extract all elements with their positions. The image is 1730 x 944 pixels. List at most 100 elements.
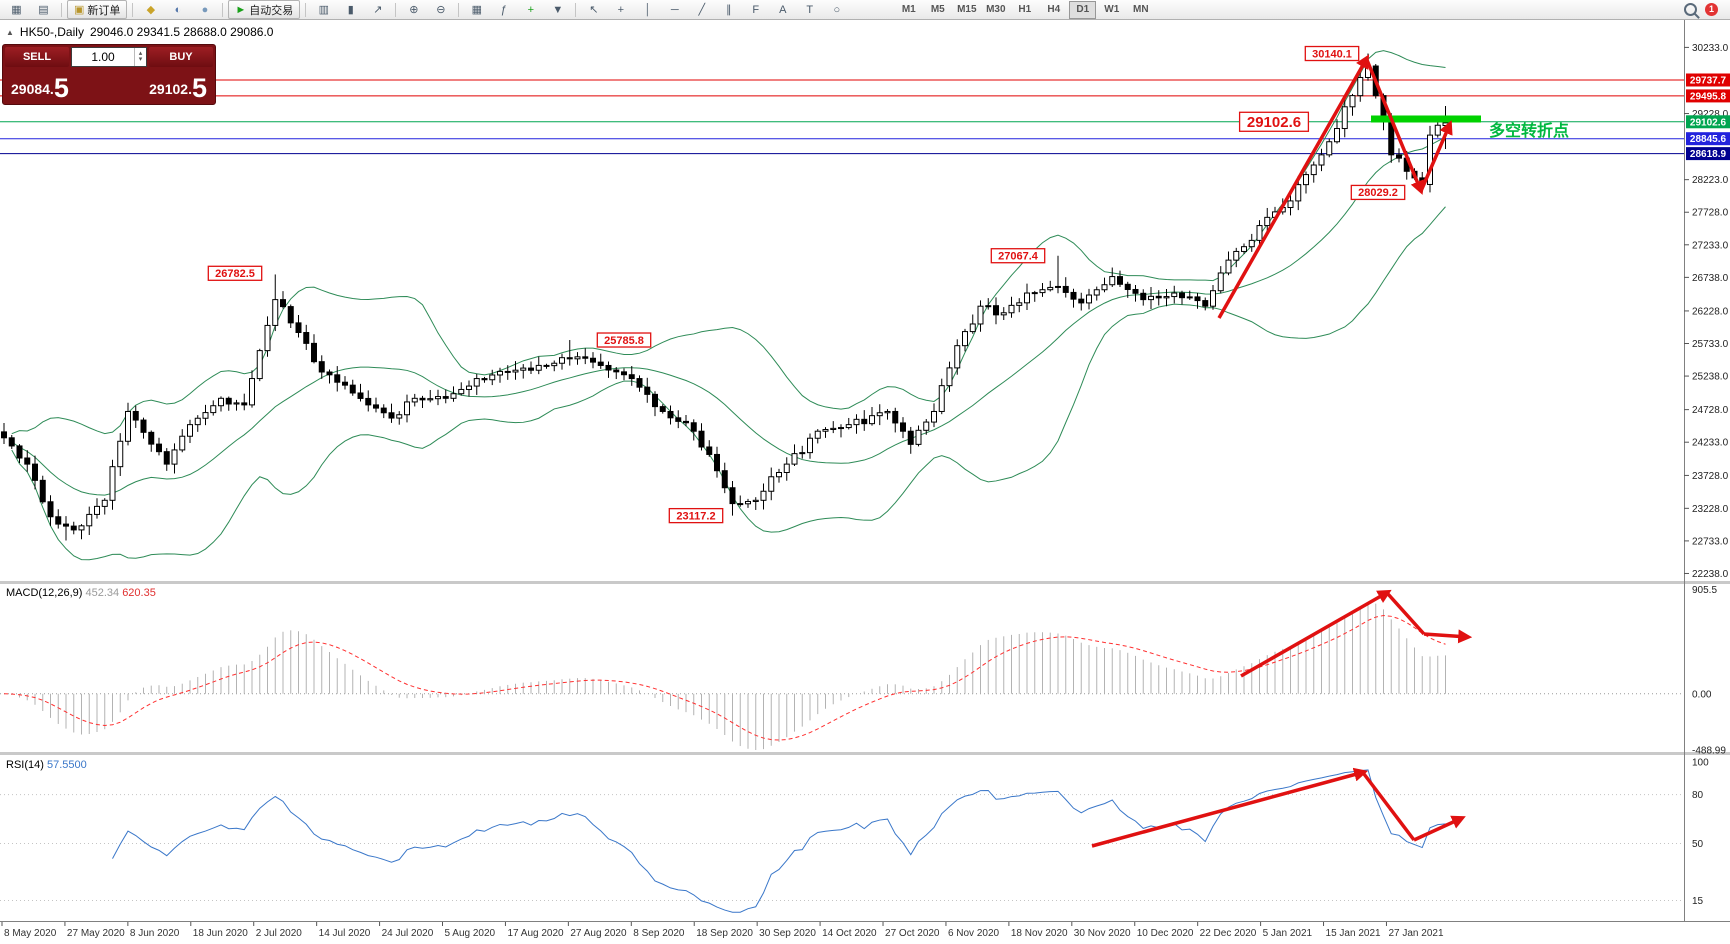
svg-text:6 Nov 2020: 6 Nov 2020 (948, 928, 1000, 939)
svg-text:28029.2: 28029.2 (1358, 187, 1398, 199)
new-chart-icon: ▦ (11, 4, 22, 16)
line-chart-mode[interactable]: ↗ (365, 0, 390, 19)
volume-up-icon[interactable]: ▴ (138, 50, 143, 57)
add-indicator[interactable]: + (518, 0, 543, 19)
date-axis[interactable]: 8 May 2020 27 May 2020 8 Jun 2020 18 Jun 20… (1, 922, 1444, 939)
volume-value[interactable]: 1.00 (91, 50, 115, 64)
horizontal-line-tool-icon: ─ (670, 3, 679, 16)
chart-profiles[interactable]: ▤ (31, 0, 56, 19)
price-axis[interactable]: 30233.0 29228.0 28223.0 27728.0 27233.0 26738… (1684, 43, 1730, 907)
panel-separator-rsi[interactable] (0, 752, 1730, 755)
timeframe-w1[interactable]: W1 (1104, 3, 1120, 15)
cursor-tool-icon: ↖ (589, 4, 599, 16)
templates[interactable]: ▼ (545, 0, 570, 19)
metaeditor-icon: ◆ (146, 4, 156, 16)
bar-chart-mode[interactable]: ▥ (311, 0, 336, 19)
volume-field[interactable]: 1.00 ▴ ▾ (71, 47, 147, 67)
channel-tool-icon: ∥ (726, 4, 732, 16)
svg-text:27 May 2020: 27 May 2020 (67, 928, 125, 939)
text-tool[interactable]: A (770, 0, 795, 19)
zoom-in[interactable]: ⊕ (401, 0, 426, 19)
horizontal-line-tool[interactable]: ─ (662, 0, 687, 19)
trend-arrows[interactable] (1091, 54, 1473, 848)
timeframe-m5[interactable]: M5 (930, 3, 945, 15)
tile-windows-icon: ▦ (471, 4, 482, 16)
svg-text:100: 100 (1692, 758, 1709, 769)
metaeditor[interactable]: ◆ (138, 0, 163, 19)
toolbar-right: 1 (1684, 3, 1726, 16)
svg-text:29737.7: 29737.7 (1690, 75, 1727, 86)
svg-text:28845.6: 28845.6 (1690, 134, 1727, 145)
shapes-tool-icon: ○ (833, 3, 841, 16)
svg-text:27728.0: 27728.0 (1692, 208, 1729, 219)
indicators-list[interactable]: ƒ (491, 0, 516, 19)
fibonacci-tool[interactable]: F (743, 0, 768, 19)
macd-panel (0, 602, 1684, 750)
zoom-out[interactable]: ⊖ (428, 0, 453, 19)
templates-icon: ▼ (552, 3, 564, 16)
new-order-icon: ▣ (74, 4, 85, 16)
candlestick-mode[interactable]: ▮ (338, 0, 363, 19)
tile-windows[interactable]: ▦ (464, 0, 489, 19)
price-level-lines[interactable] (0, 79, 1684, 155)
global-variables[interactable]: ● (192, 0, 217, 19)
toolbar-separator (395, 2, 397, 17)
volume-spinner[interactable]: ▴ ▾ (134, 48, 146, 66)
svg-text:23117.2: 23117.2 (676, 510, 715, 522)
volume-down-icon[interactable]: ▾ (138, 56, 143, 63)
autotrading[interactable]: ► 自动交易 (228, 0, 301, 19)
timeframe-m30[interactable]: M30 (986, 3, 1006, 15)
price-callouts[interactable]: 26782.5 25785.8 23117.2 27067.4 30140.1 29102… (207, 45, 1406, 524)
svg-text:30140.1: 30140.1 (1312, 48, 1352, 60)
label-tool[interactable]: T (797, 0, 822, 19)
svg-text:14 Jul 2020: 14 Jul 2020 (319, 928, 371, 939)
toolbar-separator (575, 2, 577, 17)
cursor-tool[interactable]: ↖ (581, 0, 606, 19)
svg-text:905.5: 905.5 (1692, 585, 1717, 596)
svg-text:27 Aug 2020: 27 Aug 2020 (570, 928, 627, 939)
svg-text:26228.0: 26228.0 (1692, 306, 1729, 317)
fibonacci-tool-icon: F (752, 3, 760, 16)
notification-badge[interactable]: 1 (1705, 3, 1718, 16)
toolbar-separator (61, 2, 62, 17)
timeframe-h4[interactable]: H4 (1047, 3, 1061, 15)
svg-text:26738.0: 26738.0 (1692, 273, 1729, 284)
svg-text:27233.0: 27233.0 (1692, 240, 1729, 251)
timeframe-m15[interactable]: M15 (957, 3, 977, 15)
ask-price-big: 5 (191, 73, 207, 103)
one-click-toggle-icon[interactable]: ▲ (6, 27, 14, 37)
svg-text:22 Dec 2020: 22 Dec 2020 (1200, 928, 1257, 939)
timeframe-m1[interactable]: M1 (901, 3, 916, 15)
svg-text:8 Jun 2020: 8 Jun 2020 (130, 928, 180, 939)
zoom-in-icon: ⊕ (409, 4, 419, 16)
chart-title: ▲ HK50-,Daily 29046.0 29341.5 28688.0 29… (6, 25, 273, 39)
timeframe-mn[interactable]: MN (1133, 3, 1149, 15)
svg-text:30233.0: 30233.0 (1692, 43, 1729, 54)
crosshair-tool[interactable]: + (608, 0, 633, 19)
buy-button[interactable]: BUY (149, 47, 213, 67)
bid-price-small: 29084. (11, 81, 54, 97)
shapes-tool[interactable]: ○ (824, 0, 849, 19)
ask-price[interactable]: 29102. 5 (149, 73, 207, 103)
channel-tool[interactable]: ∥ (716, 0, 741, 19)
autotrading-label: 自动交易 (249, 4, 294, 17)
sell-button[interactable]: SELL (5, 47, 69, 67)
history-center[interactable]: ◐ (165, 0, 190, 19)
bollinger-lower (11, 206, 1446, 561)
bid-price-big: 5 (53, 73, 69, 103)
trendline-tool[interactable]: ╱ (689, 0, 714, 19)
svg-text:30 Nov 2020: 30 Nov 2020 (1074, 928, 1131, 939)
toolbar-buttons: ▦ ▤ ▣ 新订单 ◆ ◐ ● ► 自动交易 ▥ ▮ ↗ ⊕ ⊖ ▦ ƒ + ▼ ↖ + │ ─ ╱ ∥ F A T ○ (4, 0, 849, 19)
timeframe-h1[interactable]: H1 (1018, 3, 1032, 15)
new-order[interactable]: ▣ 新订单 (67, 0, 128, 19)
svg-text:29102.6: 29102.6 (1690, 117, 1727, 128)
bid-price[interactable]: 29084. 5 (11, 73, 69, 103)
vertical-line-tool[interactable]: │ (635, 0, 660, 19)
new-chart[interactable]: ▦ (4, 0, 29, 19)
timeframe-d1[interactable]: D1 (1069, 0, 1097, 19)
turning-point-highlight-bar[interactable] (1371, 115, 1481, 123)
search-icon[interactable] (1684, 3, 1697, 16)
svg-text:14 Oct 2020: 14 Oct 2020 (822, 928, 877, 939)
panel-separator-macd[interactable] (0, 581, 1730, 584)
